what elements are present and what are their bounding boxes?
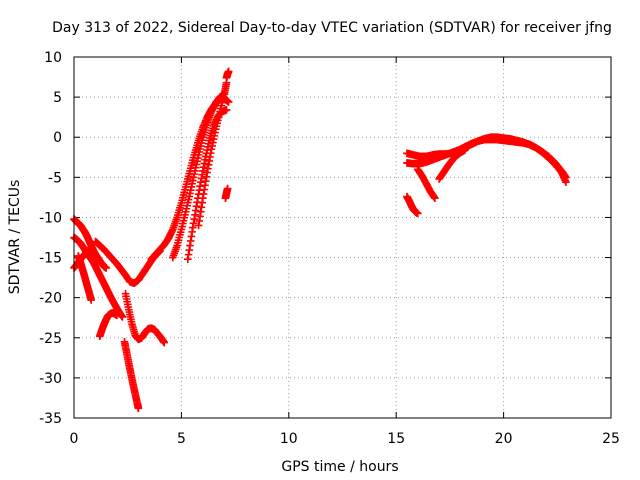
x-tick-label: 25	[602, 431, 620, 447]
y-tick-label: -30	[39, 371, 62, 387]
data-point	[87, 244, 95, 252]
series-arc-19	[435, 146, 469, 183]
x-tick-label: 20	[495, 431, 513, 447]
data-point	[160, 338, 169, 347]
data-point	[222, 106, 231, 114]
y-tick-label: 0	[53, 130, 62, 146]
y-tick-label: 10	[44, 50, 62, 66]
axis-ticks: 0 5 10 15 20 25 10 5 0 -5 -10 -15 -20 -25 -30 -35	[39, 50, 620, 447]
y-tick-label: -10	[39, 210, 62, 226]
series-arc-13	[221, 184, 232, 202]
y-tick-label: -20	[39, 291, 62, 307]
data-point	[102, 264, 111, 272]
y-tick-label: -25	[39, 331, 62, 347]
x-tick-label: 5	[177, 431, 186, 447]
series-arc-2	[70, 233, 127, 321]
x-tick-label: 10	[280, 431, 298, 447]
data-point	[118, 313, 127, 321]
plot-marks	[70, 67, 570, 413]
data-point	[431, 194, 439, 202]
series-arc-4	[74, 252, 95, 304]
data-point	[461, 146, 469, 154]
chart-title: Day 313 of 2022, Sidereal Day-to-day VTE…	[52, 20, 612, 36]
data-point	[562, 178, 570, 186]
series-arc-6	[91, 237, 164, 288]
data-point	[134, 404, 143, 413]
data-point	[223, 184, 232, 193]
data-point	[113, 311, 121, 320]
x-tick-label: 0	[70, 431, 79, 447]
y-tick-label: -15	[39, 251, 62, 267]
grid	[74, 57, 611, 418]
data-point	[413, 209, 422, 218]
y-tick-label: 5	[53, 90, 62, 106]
series-arc-15	[403, 192, 422, 218]
y-tick-label: -5	[48, 170, 62, 186]
series-arc-7	[121, 289, 169, 347]
y-axis-label: SDTVAR / TECUs	[7, 180, 23, 295]
series-arc-8	[120, 337, 143, 413]
data-point	[224, 98, 233, 106]
series-arc-14	[222, 67, 233, 82]
data-point	[87, 296, 95, 304]
y-tick-label: -35	[39, 411, 62, 427]
x-axis-label: GPS time / hours	[281, 459, 398, 475]
series-arc-5	[95, 309, 121, 340]
series-arc-12	[194, 78, 231, 230]
plot-frame	[73, 56, 612, 419]
data-point	[224, 67, 233, 76]
x-tick-label: 15	[387, 431, 405, 447]
series-arc-18	[413, 165, 439, 202]
